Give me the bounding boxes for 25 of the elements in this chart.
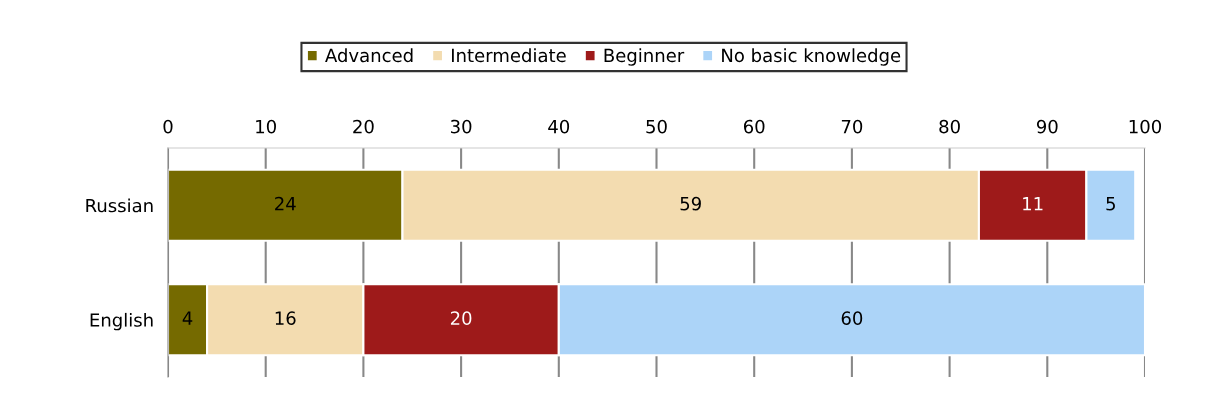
- x-tick-label: 0: [163, 119, 173, 134]
- x-tick-label: 70: [841, 119, 863, 134]
- x-tick-label: 100: [1129, 119, 1162, 134]
- legend-label: Intermediate: [452, 48, 566, 63]
- x-tick-label: 50: [646, 119, 667, 134]
- legend-label: Beginner: [604, 48, 685, 66]
- x-tick-label: 90: [1036, 119, 1058, 134]
- data-label: 5: [1106, 197, 1115, 211]
- data-label: 20: [450, 311, 472, 325]
- data-label: 24: [275, 196, 296, 211]
- data-label: 60: [841, 311, 863, 325]
- legend-label: No basic knowledge: [722, 48, 901, 66]
- data-label: 4: [182, 311, 193, 325]
- data-label: 11: [1023, 197, 1043, 211]
- data-label: 59: [680, 196, 701, 211]
- legend-label: Advanced: [325, 48, 413, 63]
- data-label: 16: [275, 311, 296, 325]
- x-tick-label: 30: [450, 119, 472, 134]
- y-tick-label: Russian: [86, 198, 153, 213]
- x-tick-label: 10: [256, 119, 276, 134]
- x-tick-label: 80: [939, 119, 960, 134]
- x-tick-label: 40: [548, 119, 570, 134]
- y-tick-label: English: [90, 312, 153, 331]
- x-tick-label: 20: [353, 119, 374, 134]
- x-tick-label: 60: [743, 119, 765, 134]
